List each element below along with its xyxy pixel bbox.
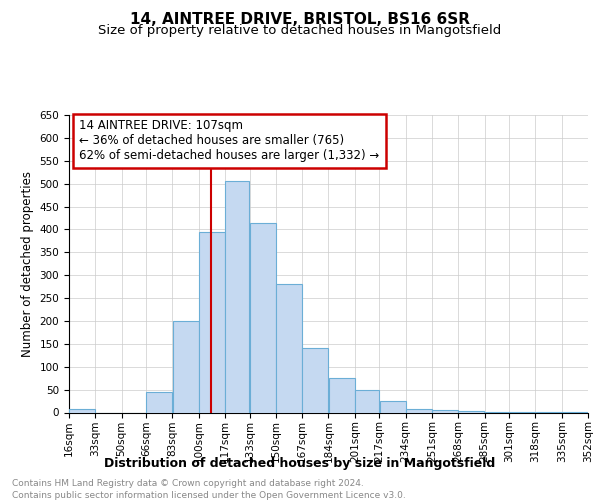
Bar: [173, 321, 199, 412]
Bar: [250, 222, 276, 412]
Bar: [276, 284, 302, 412]
Y-axis label: Number of detached properties: Number of detached properties: [21, 171, 34, 357]
Bar: [380, 401, 406, 412]
Text: 14 AINTREE DRIVE: 107sqm
← 36% of detached houses are smaller (765)
62% of semi-: 14 AINTREE DRIVE: 107sqm ← 36% of detach…: [79, 120, 380, 162]
Bar: [432, 410, 458, 412]
Text: Contains HM Land Registry data © Crown copyright and database right 2024.: Contains HM Land Registry data © Crown c…: [12, 479, 364, 488]
Bar: [406, 409, 432, 412]
Bar: [329, 378, 355, 412]
Bar: [69, 409, 95, 412]
Text: Contains public sector information licensed under the Open Government Licence v3: Contains public sector information licen…: [12, 491, 406, 500]
Bar: [458, 411, 484, 412]
Text: Distribution of detached houses by size in Mangotsfield: Distribution of detached houses by size …: [104, 458, 496, 470]
Bar: [355, 390, 379, 412]
Bar: [146, 392, 172, 412]
Bar: [225, 182, 250, 412]
Text: 14, AINTREE DRIVE, BRISTOL, BS16 6SR: 14, AINTREE DRIVE, BRISTOL, BS16 6SR: [130, 12, 470, 28]
Text: Size of property relative to detached houses in Mangotsfield: Size of property relative to detached ho…: [98, 24, 502, 37]
Bar: [199, 232, 225, 412]
Bar: [302, 348, 328, 412]
